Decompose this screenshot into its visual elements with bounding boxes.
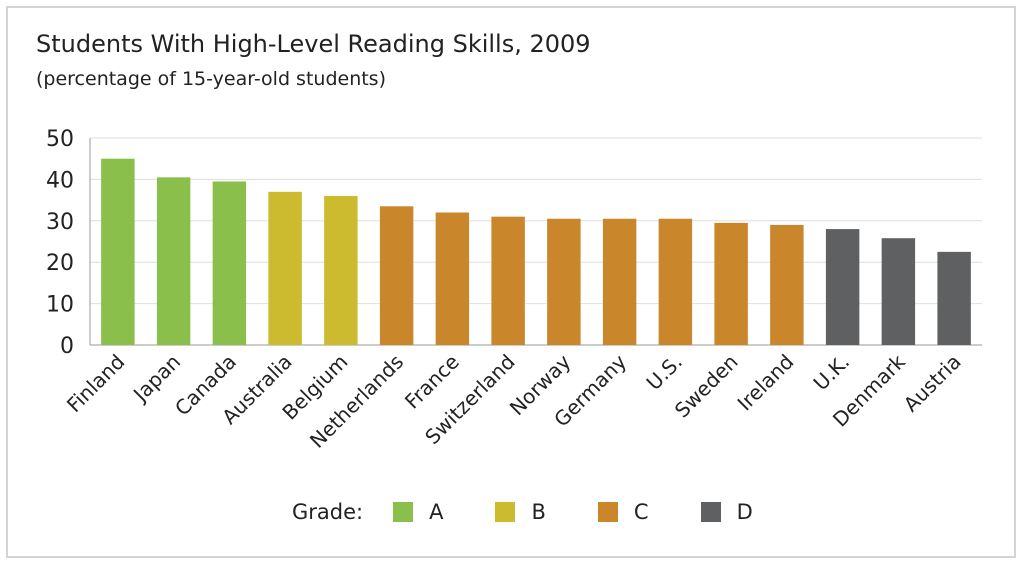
bar-japan [156, 177, 191, 345]
x-tick-label-finland: Finland [62, 350, 130, 418]
x-tick-label-ireland: Ireland [733, 350, 799, 416]
legend-item-d: D [700, 500, 753, 524]
bar-norway [547, 218, 581, 345]
legend: Grade: A B C D [292, 498, 805, 526]
chart-subtitle: (percentage of 15-year-old students) [36, 68, 386, 90]
bar-france [435, 212, 470, 345]
x-tick-label-u-k: U.K. [809, 350, 855, 396]
legend-item-b: B [495, 500, 546, 524]
legend-text-b: B [531, 500, 546, 524]
legend-text-d: D [736, 500, 753, 524]
bar-canada [212, 181, 247, 345]
y-tick-label-50: 50 [46, 127, 74, 152]
bar-u-k [825, 229, 860, 345]
bar-australia [268, 191, 302, 345]
bar-finland [101, 158, 135, 345]
x-tick-label-u-s: U.S. [642, 350, 687, 395]
bar-belgium [324, 195, 358, 345]
legend-label: Grade: [292, 500, 364, 524]
y-tick-label-20: 20 [46, 251, 74, 276]
y-tick-label-10: 10 [46, 293, 74, 318]
x-tick-label-austria: Austria [899, 350, 966, 417]
legend-text-a: A [429, 500, 444, 524]
legend-swatch-b [495, 502, 516, 522]
bar-ireland [770, 224, 804, 345]
bar-switzerland [491, 216, 525, 345]
legend-item-a: A [393, 500, 443, 524]
legend-swatch-c [597, 502, 618, 522]
chart-title: Students With High-Level Reading Skills,… [36, 30, 591, 58]
legend-text-c: C [633, 500, 649, 524]
bar-denmark [881, 238, 916, 345]
bar-austria [937, 251, 971, 345]
bar-germany [602, 218, 637, 345]
bar-netherlands [379, 206, 414, 345]
y-tick-label-30: 30 [46, 210, 74, 235]
bar-sweden [714, 222, 748, 345]
legend-swatch-a [393, 502, 414, 522]
y-tick-label-40: 40 [46, 168, 74, 193]
legend-item-c: C [597, 500, 649, 524]
bar-u-s [658, 218, 693, 345]
y-tick-label-0: 0 [60, 334, 74, 359]
legend-swatch-d [700, 502, 721, 522]
